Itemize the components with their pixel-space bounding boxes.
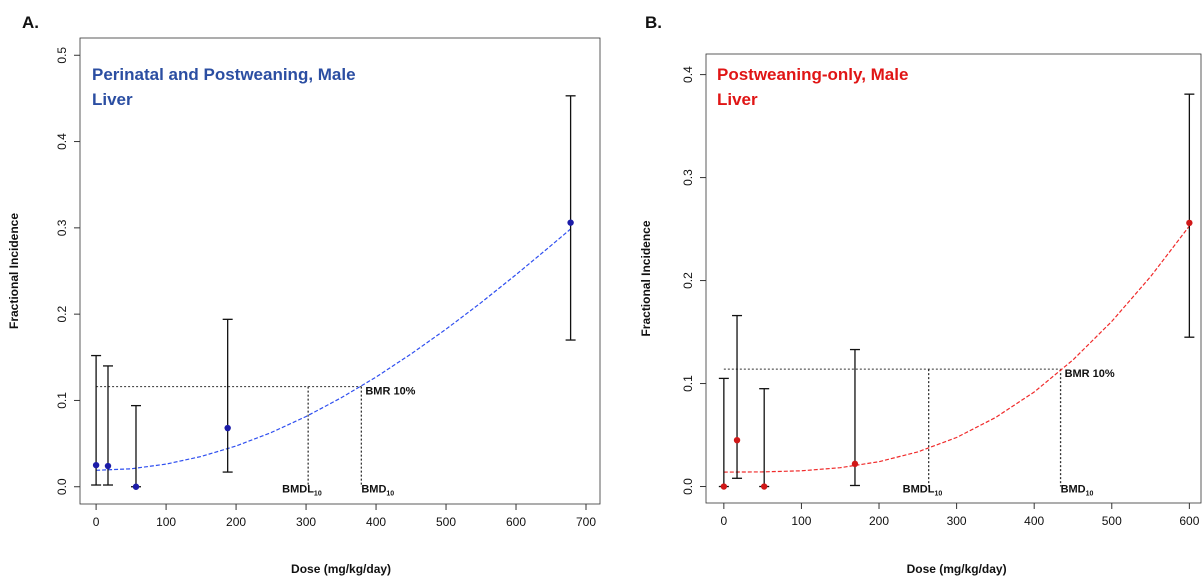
chart-title: Liver: [717, 90, 758, 109]
bmd-subscript: 10: [1086, 491, 1094, 498]
bmr-label: BMR 10%: [365, 386, 415, 398]
y-tick-label: 0.1: [681, 375, 695, 392]
bmd-label: BMD10: [1061, 484, 1094, 498]
point: [851, 460, 859, 468]
y-tick-label: 0.0: [55, 478, 69, 495]
y-tick-label: 0.3: [55, 219, 69, 236]
x-tick-label: 200: [226, 515, 246, 529]
x-tick-label: 0: [93, 515, 100, 529]
y-tick-label: 0.2: [55, 305, 69, 322]
point: [1186, 219, 1193, 227]
x-tick-label: 0: [721, 514, 728, 528]
y-tick-label: 0.0: [681, 478, 695, 495]
plot-frame: [705, 53, 1202, 504]
y-tick-label: 0.1: [55, 392, 69, 409]
bmd-text: BMD: [361, 484, 386, 496]
bmdl-text: BMDL: [903, 484, 935, 496]
plot-frame: [79, 37, 601, 505]
x-tick-label: 400: [1024, 514, 1044, 528]
point: [720, 483, 728, 490]
bmr-label: BMR 10%: [1065, 368, 1115, 380]
panel-label: B.: [645, 13, 662, 32]
chart-title: Liver: [92, 90, 133, 109]
x-tick-label: 100: [791, 514, 811, 528]
x-tick-label: 700: [576, 515, 596, 529]
bmdl-text: BMDL: [282, 484, 314, 496]
point: [567, 219, 574, 226]
x-tick-label: 200: [869, 514, 889, 528]
y-tick-label: 0.5: [55, 47, 69, 64]
point: [733, 436, 741, 444]
y-tick-label: 0.2: [681, 272, 695, 289]
chart-title: Postweaning-only, Male: [717, 65, 908, 84]
point: [760, 483, 768, 490]
x-tick-label: 500: [436, 515, 456, 529]
panel-label: A.: [22, 13, 39, 32]
point: [132, 483, 140, 490]
x-axis-label: Dose (mg/kg/day): [907, 562, 1007, 576]
fit-curve: [723, 225, 1190, 473]
bmdl-label: BMDL10: [282, 484, 322, 498]
bmdl-label: BMDL10: [903, 484, 943, 498]
y-tick-label: 0.4: [681, 66, 695, 83]
bmd-label: BMD10: [361, 484, 394, 498]
fit-curve: [96, 228, 571, 471]
point: [104, 462, 112, 470]
bmdl-subscript: 10: [934, 491, 942, 498]
y-tick-label: 0.4: [55, 133, 69, 150]
x-tick-label: 500: [1102, 514, 1122, 528]
x-tick-label: 100: [156, 515, 176, 529]
point: [224, 424, 231, 432]
x-tick-label: 600: [506, 515, 526, 529]
y-axis-label: Fractional Incidence: [7, 213, 21, 329]
point: [92, 461, 100, 469]
x-tick-label: 300: [296, 515, 316, 529]
y-axis-label: Fractional Incidence: [639, 220, 653, 336]
x-tick-label: 600: [1179, 514, 1199, 528]
x-tick-label: 400: [366, 515, 386, 529]
chart-title: Perinatal and Postweaning, Male: [92, 65, 356, 84]
bmdl-subscript: 10: [314, 491, 322, 498]
x-tick-label: 300: [947, 514, 967, 528]
y-tick-label: 0.3: [681, 169, 695, 186]
bmd-subscript: 10: [386, 491, 394, 498]
bmd-text: BMD: [1061, 484, 1086, 496]
x-axis-label: Dose (mg/kg/day): [291, 562, 391, 576]
